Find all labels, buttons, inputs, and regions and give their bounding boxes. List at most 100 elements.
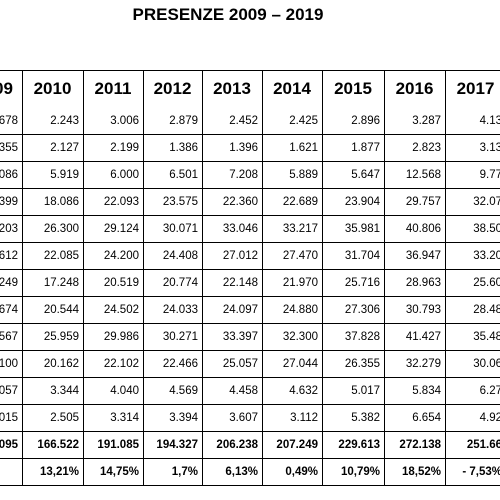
table-cell: 29.124 [103, 222, 139, 235]
table-cell: 1.386 [169, 141, 198, 154]
table-cell: 3.112 [290, 411, 318, 424]
table-cell: 23.567 [0, 330, 18, 343]
table-cell: 7.208 [229, 168, 258, 181]
table-cell: 3.057 [0, 384, 18, 397]
table-cell: 5.382 [351, 411, 380, 424]
column-border [143, 70, 144, 485]
table-cell: 25.959 [43, 330, 79, 343]
table-cell: 2.452 [229, 114, 258, 127]
table-cell: 20.162 [43, 357, 79, 370]
table-cell: 1.355 [0, 141, 18, 154]
table-cell: 24.097 [222, 303, 258, 316]
table-cell: 4.13 [479, 114, 500, 127]
row-border [0, 458, 500, 459]
table-cell: 6.501 [169, 168, 198, 181]
table-cell: 6.654 [412, 411, 441, 424]
table-cell: 30.06 [473, 357, 500, 370]
table-cell: 5.834 [412, 384, 441, 397]
table-cell: 17.399 [0, 195, 18, 208]
table-cell: 24.200 [103, 249, 139, 262]
table-cell: 30.793 [405, 303, 441, 316]
column-header: 2016 [395, 78, 434, 98]
table-cell: 2.505 [50, 411, 79, 424]
table-cell: 26.300 [43, 222, 79, 235]
table-cell: 2.678 [0, 114, 18, 127]
table-cell: 17.100 [0, 357, 18, 370]
table-cell: 4.92 [479, 411, 500, 424]
row-border [0, 215, 500, 216]
table-cell: 4.040 [110, 384, 139, 397]
table-cell: 4.632 [289, 384, 318, 397]
column-border [445, 70, 446, 485]
total-cell: 191.085 [97, 438, 139, 451]
table-cell: 24.033 [162, 303, 198, 316]
row-border [0, 485, 500, 486]
change-cell: 13,21% [39, 465, 79, 478]
column-header: 2010 [33, 78, 72, 98]
change-cell: - 7,53% [462, 465, 500, 478]
table-cell: 5.919 [50, 168, 79, 181]
table-cell: 25.60 [473, 276, 500, 289]
table-cell: 25.057 [222, 357, 258, 370]
table-cell: 22.093 [103, 195, 139, 208]
table-cell: 3.006 [110, 114, 139, 127]
table-cell: 19.612 [0, 249, 18, 262]
row-border [0, 377, 500, 378]
table-cell: 24.502 [103, 303, 139, 316]
column-header: 2014 [273, 78, 311, 98]
table-cell: 24.203 [0, 222, 18, 235]
table-cell: 3.287 [412, 114, 441, 127]
table-cell: 33.20 [473, 249, 500, 262]
change-cell: 18,52% [401, 465, 441, 478]
table-cell: 32.300 [282, 330, 318, 343]
total-cell: 147.095 [0, 438, 18, 451]
table-cell: 6.000 [110, 168, 139, 181]
row-border [0, 296, 500, 297]
table-cell: 33.397 [222, 330, 258, 343]
table-cell: 18.674 [0, 303, 18, 316]
table-cell: 20.519 [103, 276, 139, 289]
table-cell: 27.012 [222, 249, 258, 262]
change-cell: 14,75% [99, 465, 139, 478]
total-cell: 272.138 [399, 438, 441, 451]
table-cell: 20.544 [43, 303, 79, 316]
row-border [0, 161, 500, 162]
table-cell: 5.889 [289, 168, 318, 181]
table-cell: 41.427 [405, 330, 441, 343]
table-cell: 30.071 [162, 222, 198, 235]
row-border [0, 269, 500, 270]
table-cell: 37.828 [344, 330, 380, 343]
table-cell: 29.757 [405, 195, 441, 208]
table-cell: 25.716 [344, 276, 380, 289]
table-cell: 32.07 [473, 195, 500, 208]
table-cell: 31.704 [344, 249, 380, 262]
table-cell: 3.607 [229, 411, 258, 424]
table-cell: 20.774 [162, 276, 198, 289]
column-header: 2009 [0, 78, 13, 98]
column-header: 2015 [334, 78, 372, 98]
table-cell: 2.127 [50, 141, 79, 154]
table-cell: 35.981 [344, 222, 380, 235]
row-border [0, 323, 500, 324]
table-cell: 29.986 [103, 330, 139, 343]
total-cell: 207.249 [276, 438, 318, 451]
table-cell: 2.823 [412, 141, 441, 154]
table-cell: 4.458 [229, 384, 258, 397]
table-cell: 2.199 [110, 141, 139, 154]
total-cell: 194.327 [156, 438, 198, 451]
table-cell: 5.017 [351, 384, 380, 397]
table-cell: 36.947 [405, 249, 441, 262]
table-cell: 6.27 [479, 384, 500, 397]
table-cell: 2.879 [169, 114, 198, 127]
row-border [0, 431, 500, 432]
table-cell: 24.880 [282, 303, 318, 316]
change-cell: 1,7% [171, 465, 198, 478]
table-cell: 9.77 [479, 168, 500, 181]
table-cell: 23.575 [162, 195, 198, 208]
table-cell: 23.904 [344, 195, 380, 208]
table-cell: 1.396 [229, 141, 258, 154]
table-cell: 22.148 [222, 276, 258, 289]
table-cell: 22.102 [103, 357, 139, 370]
table-cell: 35.48 [473, 330, 500, 343]
